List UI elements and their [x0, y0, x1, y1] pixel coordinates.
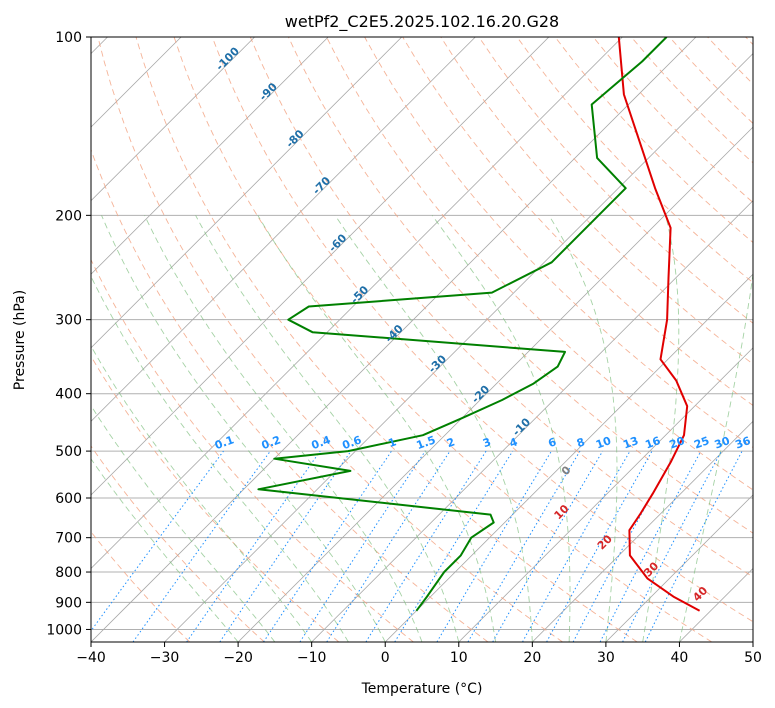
dry-adiabat-line	[249, 37, 753, 578]
mixing-ratio-line	[219, 450, 352, 642]
isotherm-line	[91, 37, 623, 570]
x-tick-label: 30	[597, 650, 615, 666]
x-tick-label: 10	[450, 650, 468, 666]
mixing-ratio-line	[186, 450, 321, 642]
mixing-ratio-line	[546, 450, 653, 642]
mixing-ratio-label: 20	[668, 434, 687, 452]
temperature-profile	[617, 37, 701, 612]
x-tick-label: −20	[223, 650, 253, 666]
x-tick-label: −30	[150, 650, 180, 666]
x-tick-label: 20	[523, 650, 541, 666]
x-tick-label: −40	[76, 650, 106, 666]
mixing-ratio-label: 0.4	[310, 433, 333, 452]
y-tick-label: 900	[55, 595, 82, 611]
moist-adiabat-line	[101, 215, 386, 642]
moist-adiabat-line	[642, 215, 680, 642]
mixing-ratio-line	[644, 450, 743, 642]
isotherm-line	[458, 347, 753, 642]
mixing-ratio-label: 0.1	[213, 433, 236, 452]
dewpoint-profile	[257, 37, 668, 612]
mixing-ratio-label: 16	[643, 434, 662, 452]
y-tick-label: 500	[55, 444, 82, 460]
isotherm-line	[237, 126, 753, 642]
dry-adiabat-line	[97, 37, 563, 642]
mixing-ratio-line	[326, 450, 451, 642]
isotherm-line	[605, 494, 753, 642]
plot-frame	[90, 36, 754, 643]
mixing-ratio-line	[91, 450, 224, 632]
mixing-ratio-label: 36	[733, 434, 752, 452]
y-tick-label: 100	[55, 30, 82, 46]
mixing-ratio-label: 10	[594, 434, 613, 452]
x-tick-label: 40	[671, 650, 689, 666]
moist-adiabat-line	[678, 270, 753, 642]
mixing-ratio-label: 25	[692, 434, 711, 451]
y-tick-label: 600	[55, 491, 82, 507]
mixing-ratio-label: 2	[445, 435, 457, 450]
y-tick-label: 200	[55, 208, 82, 224]
mixing-ratio-label: 1	[387, 435, 399, 450]
dry-adiabat-line	[173, 37, 713, 642]
mixing-ratio-label: 3	[481, 435, 493, 450]
mixing-ratio-line	[522, 450, 631, 642]
dry-adiabat-line	[91, 355, 340, 642]
dry-adiabat-line	[326, 37, 753, 491]
isotherm-line	[91, 37, 329, 275]
isotherm-line	[164, 52, 753, 642]
dry-adiabat-line	[91, 258, 414, 642]
y-axis-label: Pressure (hPa)	[12, 290, 28, 390]
isotherm-line	[91, 37, 476, 422]
moist-adiabat-line	[195, 215, 460, 642]
isotherm-line	[91, 37, 255, 202]
dry-adiabat-line	[211, 37, 753, 623]
x-tick-label: −10	[297, 650, 327, 666]
mixing-ratio-label: 13	[621, 434, 640, 451]
x-tick-label: 0	[381, 650, 390, 666]
moist-adiabat-line	[548, 215, 618, 642]
mixing-ratio-label: 30	[713, 434, 732, 452]
mixing-ratio-line	[299, 450, 426, 642]
mixing-ratio-label: 4	[508, 435, 520, 450]
dry-adiabat-line	[135, 37, 638, 642]
y-tick-label: 800	[55, 565, 82, 581]
isotherm-line	[91, 37, 403, 349]
mixing-ratio-line	[132, 450, 271, 642]
mixing-ratio-label: 0.6	[340, 433, 363, 452]
y-tick-label: 700	[55, 531, 82, 547]
isotherm-line	[91, 37, 550, 496]
mixing-ratio-line	[263, 450, 392, 642]
dry-adiabat-line	[91, 445, 265, 642]
mixing-ratio-label: 0.2	[260, 433, 283, 452]
mixing-ratio-label: 6	[546, 435, 558, 450]
y-tick-label: 400	[55, 387, 82, 403]
mixing-ratio-line	[572, 450, 677, 642]
y-tick-label: 1000	[46, 622, 82, 638]
moist-adiabat-line	[431, 215, 571, 642]
chart-title: wetPf2_C2E5.2025.102.16.20.G28	[285, 12, 559, 32]
moist-adiabat-line	[334, 215, 533, 642]
moist-adiabat-line	[91, 345, 313, 642]
isotherm-line	[532, 420, 753, 642]
mixing-ratio-label: 1.5	[415, 433, 438, 452]
isotherm-line	[384, 273, 753, 642]
y-tick-label: 300	[55, 313, 82, 329]
dry-adiabat-line	[287, 37, 753, 534]
moist-adiabat-line	[91, 458, 239, 642]
x-axis-label: Temperature (°C)	[361, 681, 483, 697]
moist-adiabat-line	[91, 404, 276, 642]
mixing-ratio-line	[394, 450, 514, 642]
mixing-ratio-label: 8	[575, 435, 587, 450]
moist-adiabat-line	[144, 215, 423, 642]
x-tick-label: 50	[744, 650, 762, 666]
